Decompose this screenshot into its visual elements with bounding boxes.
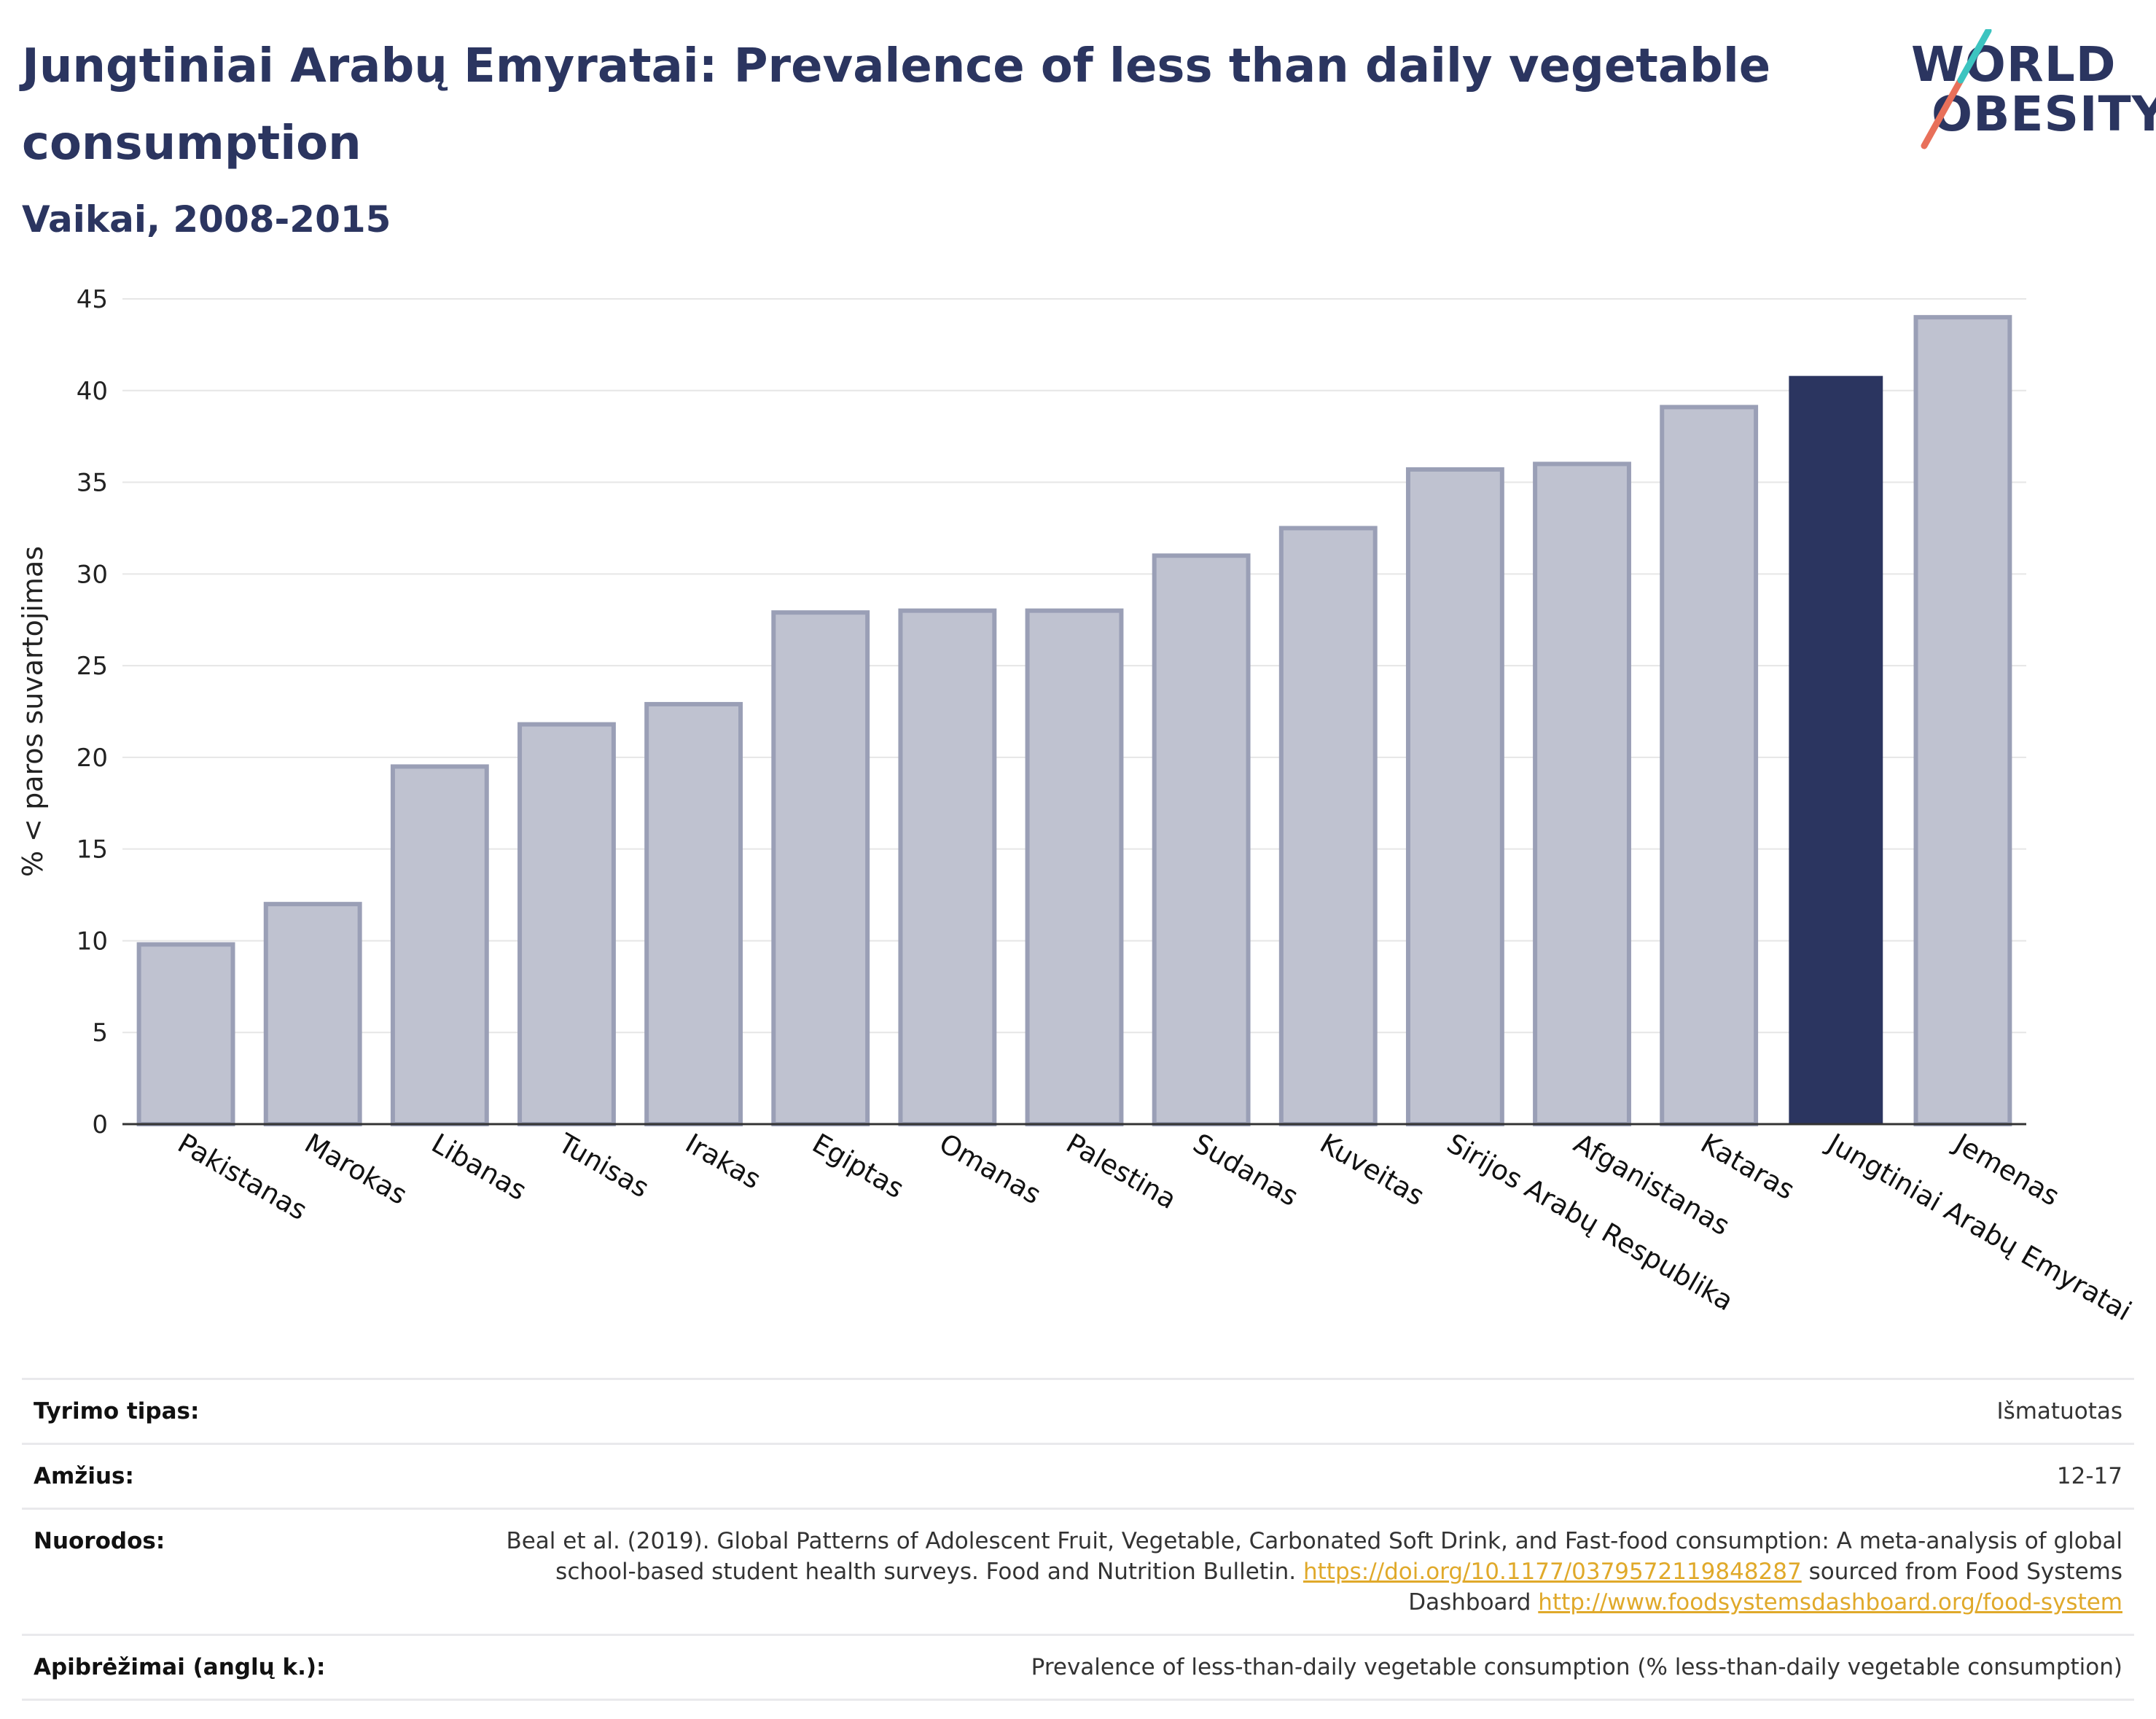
x-tick-label: Libanas [426,1128,532,1207]
bar-pakistanas [136,942,235,1127]
info-label: Apibrėžimai (anglų k.): [34,1654,326,1680]
y-tick-label: 35 [77,469,108,498]
dashboard-link[interactable]: http://www.foodsystemsdashboard.org/food… [1538,1589,2122,1615]
y-tick-label: 45 [77,285,108,314]
info-label: Nuorodos: [34,1528,165,1554]
info-label: Tyrimo tipas: [34,1398,200,1424]
y-tick-label: 25 [77,652,108,681]
bar-irakas [644,701,743,1126]
x-tick-label: Jemenas [1948,1127,2065,1212]
reference-source-text: sourced from Food Systems Dashboard [1408,1559,2122,1615]
x-tick-label: Irakas [680,1128,766,1196]
world-obesity-logo: WORLD OBESITY [1902,29,2156,153]
chart-title: Jungtiniai Arabų Emyratai: Prevalence of… [22,39,1771,171]
doi-link[interactable]: https://doi.org/10.1177/0379572119848287 [1302,1559,1802,1585]
x-tick-label: Kuveitas [1315,1128,1430,1212]
info-value: Išmatuotas [1996,1398,2122,1424]
bar-sirijos-arabų-respublika [1405,467,1504,1126]
logo-slash-icon [1921,29,1992,149]
bar-omanas [898,608,997,1126]
bar-sudanas [1152,553,1251,1126]
info-row-definitions: Apibrėžimai (anglų k.): Prevalence of le… [22,1634,2134,1701]
info-value: Prevalence of less-than-daily vegetable … [1031,1654,2122,1680]
info-table: Tyrimo tipas: Išmatuotas Amžius: 12-17 N… [22,1378,2134,1701]
bar-tunisas [517,722,616,1126]
y-axis-ticks: 0 5 10 15 20 25 30 35 40 45 [77,285,108,1139]
bar-kataras [1660,405,1759,1126]
bar-egiptas [771,610,870,1127]
y-tick-label: 40 [77,377,108,406]
bar-jungtiniai-arabų-emyratai [1789,375,1883,1124]
x-tick-label: Sudanas [1188,1128,1304,1212]
x-tick-label: Palestina [1061,1128,1182,1216]
info-value: Beal et al. (2019). Global Patterns of A… [446,1526,2122,1618]
info-label: Amžius: [34,1463,134,1489]
reference-text: Beal et al. (2019). Global Patterns of A… [506,1528,2122,1585]
logo-line1: WORLD [1911,36,2117,93]
y-tick-label: 20 [77,744,108,773]
x-tick-label: Tunisas [552,1127,655,1204]
x-tick-label: Pakistanas [173,1128,313,1227]
bars [136,315,2012,1127]
bar-afganistanas [1533,461,1631,1126]
chart-subtitle: Vaikai, 2008-2015 [22,198,391,241]
y-tick-label: 15 [77,835,108,865]
bar-palestina [1025,608,1124,1126]
y-tick-label: 30 [77,560,108,589]
info-value: 12-17 [2056,1463,2122,1489]
y-tick-label: 10 [77,927,108,956]
info-row-survey-type: Tyrimo tipas: Išmatuotas [22,1378,2134,1443]
info-row-age: Amžius: 12-17 [22,1443,2134,1508]
x-tick-label: Omanas [934,1128,1046,1211]
y-tick-label: 0 [92,1110,108,1139]
y-axis-label: % < paros suvartojimas [17,546,49,877]
x-tick-label: Marokas [300,1128,413,1211]
bar-libanas [390,764,489,1126]
x-tick-label: Kataras [1695,1128,1800,1207]
bar-kuveitas [1278,526,1378,1126]
logo-line2: OBESITY [1932,86,2156,142]
y-tick-label: 5 [92,1018,108,1048]
bar-marokas [263,902,362,1127]
info-row-references: Nuorodos: Beal et al. (2019). Global Pat… [22,1508,2134,1634]
x-tick-label: Egiptas [807,1128,909,1205]
bar-jemenas [1913,315,2012,1127]
